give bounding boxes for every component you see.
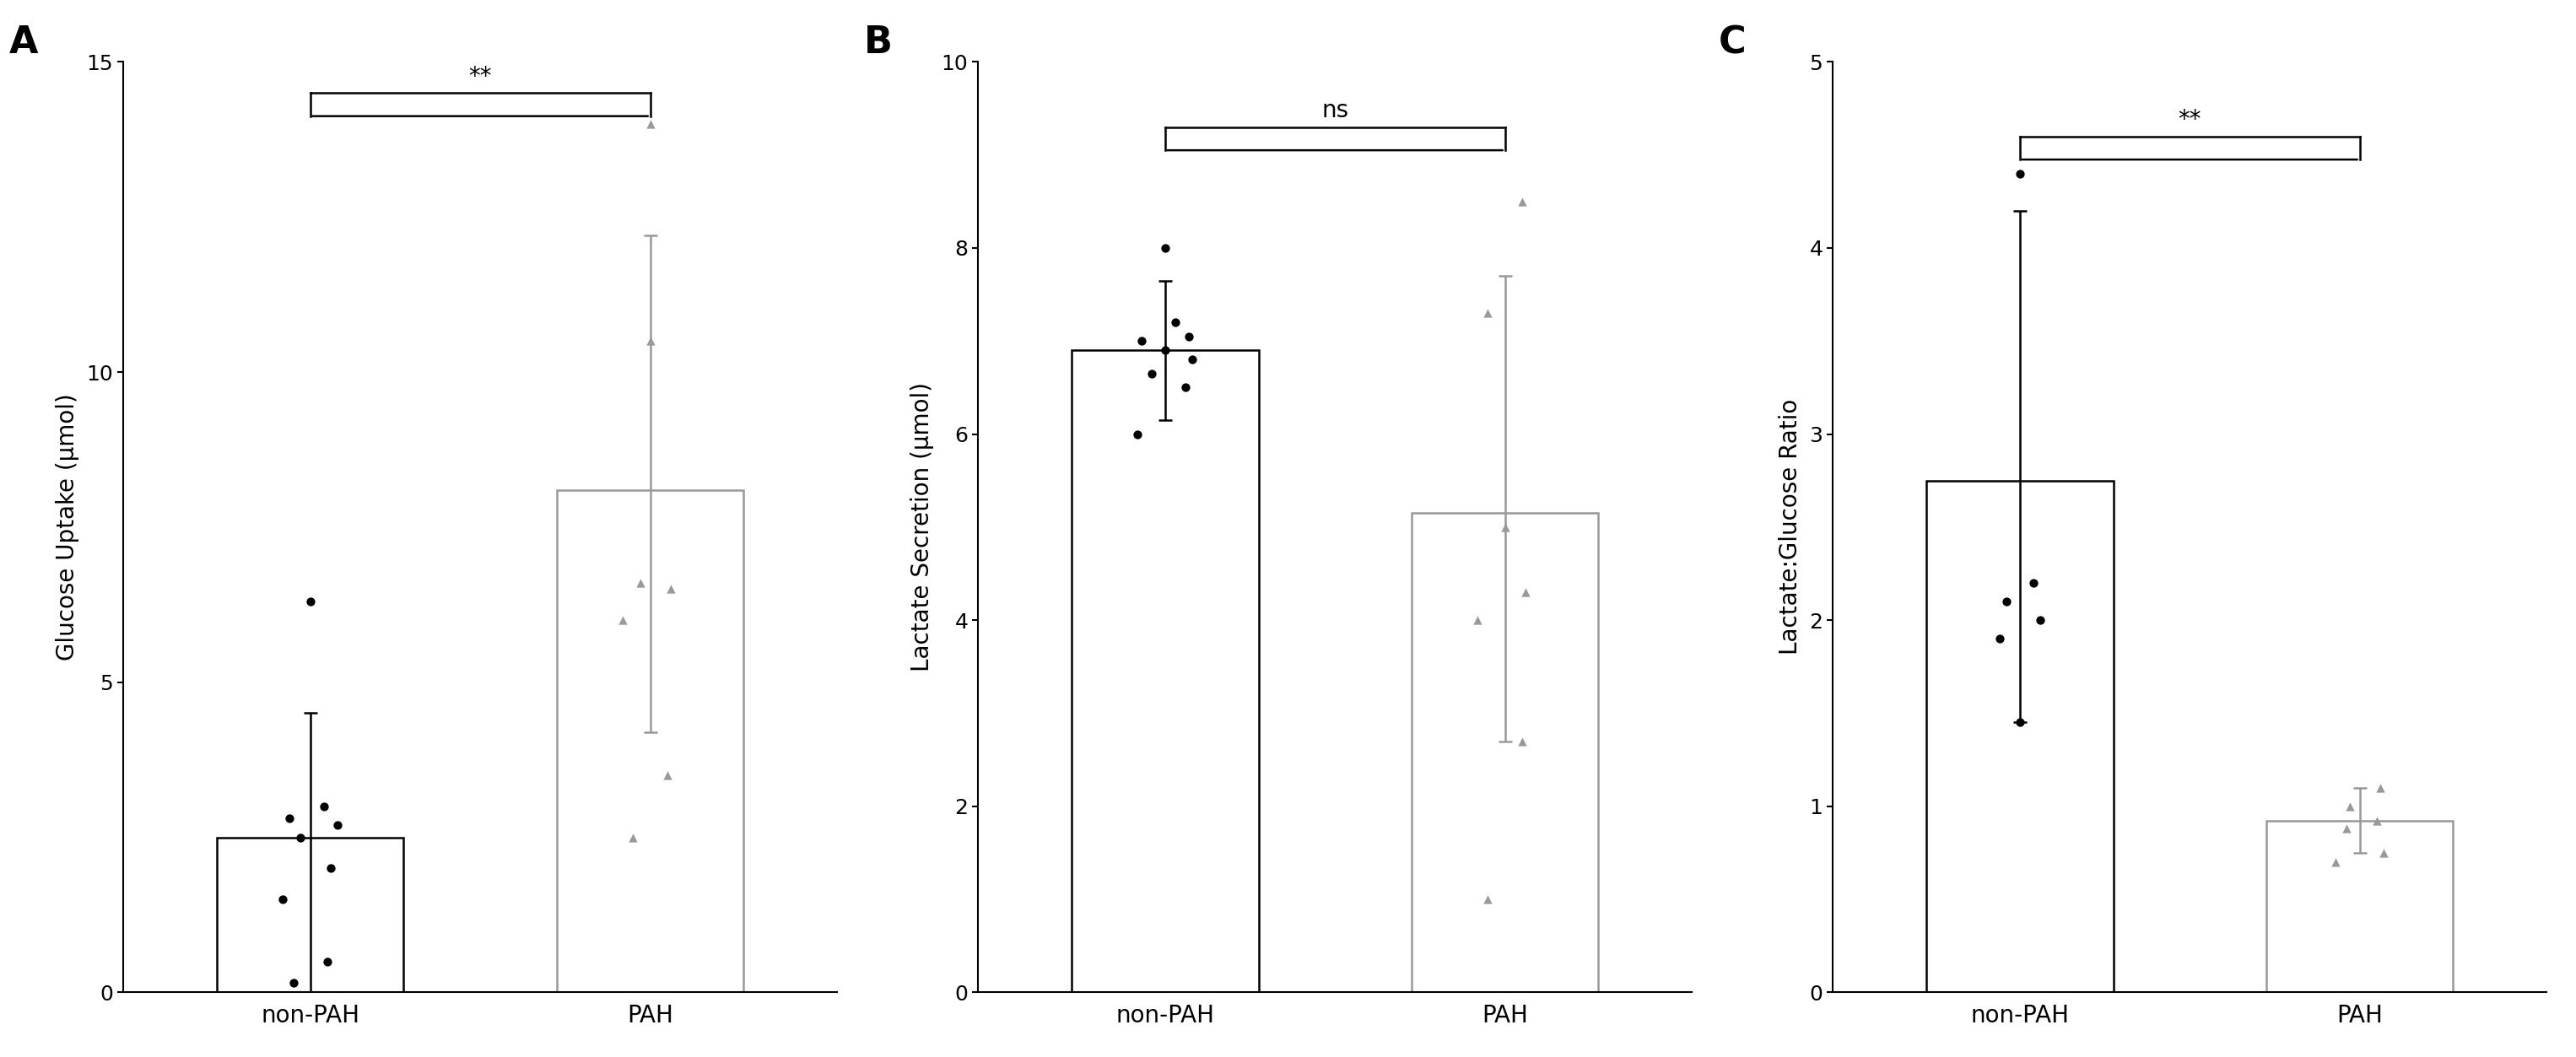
- Point: [1172, 351, 1213, 368]
- Bar: [1072, 350, 1260, 993]
- Point: [304, 798, 345, 815]
- Point: [309, 859, 350, 876]
- Point: [1502, 733, 1543, 749]
- Point: [2357, 813, 2398, 830]
- Text: **: **: [469, 64, 492, 88]
- Point: [613, 829, 654, 846]
- Point: [2362, 845, 2403, 861]
- Point: [647, 766, 688, 783]
- Bar: [216, 837, 404, 993]
- Text: B: B: [863, 24, 891, 61]
- Text: C: C: [1718, 24, 1747, 61]
- Point: [1468, 891, 1510, 908]
- Text: A: A: [8, 24, 39, 61]
- Point: [1999, 165, 2040, 182]
- Point: [270, 811, 312, 828]
- Point: [2316, 854, 2357, 871]
- Point: [1121, 333, 1162, 350]
- Text: **: **: [2179, 108, 2202, 132]
- Point: [1484, 519, 1525, 536]
- Point: [1468, 304, 1510, 321]
- Bar: [1927, 481, 2112, 993]
- Point: [1458, 612, 1499, 629]
- Point: [1154, 314, 1195, 331]
- Bar: [556, 489, 744, 993]
- Bar: [1412, 513, 1600, 993]
- Point: [263, 891, 304, 908]
- Point: [278, 829, 319, 846]
- Point: [603, 612, 644, 629]
- Point: [629, 333, 670, 350]
- Point: [1164, 379, 1206, 396]
- Point: [1999, 715, 2040, 731]
- Y-axis label: Lactate Secretion (μmol): Lactate Secretion (μmol): [909, 383, 935, 672]
- Point: [317, 816, 358, 833]
- Point: [1118, 426, 1159, 443]
- Y-axis label: Lactate:Glucose Ratio: Lactate:Glucose Ratio: [1777, 400, 1803, 655]
- Point: [1502, 193, 1543, 210]
- Point: [1978, 630, 2020, 647]
- Point: [273, 975, 314, 991]
- Bar: [2267, 821, 2452, 993]
- Point: [2360, 779, 2401, 796]
- Point: [2326, 820, 2367, 837]
- Point: [1144, 240, 1185, 257]
- Text: ns: ns: [1321, 98, 1347, 123]
- Point: [2329, 798, 2370, 815]
- Point: [289, 593, 330, 610]
- Point: [2012, 575, 2053, 592]
- Point: [1986, 593, 2027, 610]
- Point: [307, 953, 348, 970]
- Point: [1504, 583, 1546, 600]
- Point: [1167, 328, 1208, 345]
- Point: [629, 115, 670, 132]
- Point: [649, 580, 690, 597]
- Point: [1144, 341, 1185, 358]
- Point: [618, 575, 659, 592]
- Point: [2020, 612, 2061, 629]
- Point: [1131, 365, 1172, 382]
- Y-axis label: Glucose Uptake (μmol): Glucose Uptake (μmol): [57, 393, 80, 661]
